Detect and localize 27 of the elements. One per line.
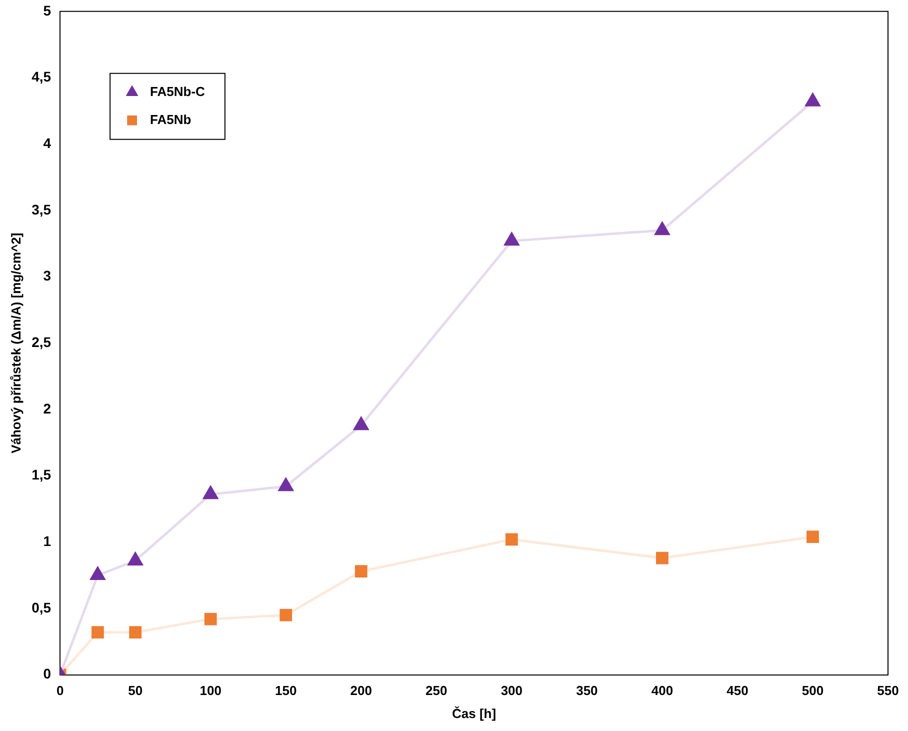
x-tick-label: 400 — [651, 683, 674, 698]
x-tick-label: 150 — [275, 683, 297, 698]
y-tick-label: 4 — [43, 134, 52, 151]
x-tick-label: 250 — [426, 683, 448, 698]
y-tick-label: 4,5 — [32, 68, 52, 85]
legend-label: FA5Nb — [150, 112, 192, 127]
legend-label: FA5Nb-C — [150, 84, 206, 99]
x-tick-label: 50 — [128, 683, 143, 698]
x-tick-label: 100 — [200, 683, 222, 698]
y-tick-label: 0,5 — [32, 599, 52, 616]
x-tick-label: 550 — [877, 683, 899, 698]
y-tick-label: 3 — [43, 268, 52, 284]
y-tick-label: 1 — [43, 532, 52, 549]
x-axis-title: Čas [h] — [452, 706, 496, 721]
y-tick-label: 3,5 — [32, 201, 52, 218]
y-tick-label: 0 — [43, 666, 52, 682]
x-tick-label: 0 — [56, 683, 64, 698]
x-tick-label: 300 — [500, 683, 523, 698]
y-axis-title: Váhový přírůstek (Δm/A) [mg/cm^2] — [8, 232, 24, 454]
y-tick-label: 1,5 — [32, 466, 52, 483]
x-tick-label: 200 — [350, 683, 372, 698]
x-tick-label: 450 — [726, 683, 748, 698]
y-tick-label: 2 — [43, 400, 52, 416]
y-tick-label: 2,5 — [32, 334, 52, 350]
x-tick-label: 350 — [576, 683, 598, 698]
y-tick-label: 5 — [43, 2, 52, 18]
x-tick-label: 500 — [802, 683, 824, 698]
